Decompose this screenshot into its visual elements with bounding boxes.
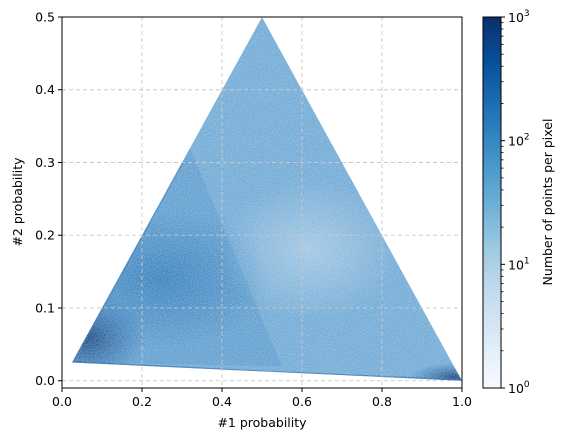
colorbar-frame [482, 16, 502, 389]
y-tick-label: 0.0 [35, 373, 55, 388]
colorbar-tick-label: 102 [508, 133, 530, 149]
y-tick-label: 0.2 [35, 228, 55, 243]
colorbar-tick-exponent: 0 [524, 380, 530, 390]
x-axis: 0.0 0.2 0.4 0.6 0.8 1.0 [52, 388, 472, 409]
y-tick-label: 0.1 [35, 300, 55, 315]
y-axis-title: #2 probability [10, 157, 25, 247]
colorbar-gradient [483, 17, 501, 388]
colorbar-title: Number of points per pixel [540, 119, 555, 286]
colorbar-tick-exponent: 1 [524, 256, 530, 266]
colorbar-tick-label: 101 [508, 256, 530, 272]
x-tick-label: 0.6 [292, 394, 312, 409]
x-tick-label: 0.4 [212, 394, 232, 409]
x-tick-label: 0.2 [132, 394, 152, 409]
y-tick-label: 0.4 [35, 82, 55, 97]
x-tick-label: 0.0 [52, 394, 72, 409]
x-axis-title: #1 probability [217, 415, 307, 430]
colorbar-tick-label: 103 [508, 9, 530, 25]
y-tick-label: 0.3 [35, 155, 55, 170]
y-tick-label: 0.5 [35, 10, 55, 25]
plot-frame [61, 16, 463, 389]
colorbar-tick-label: 100 [508, 380, 530, 396]
colorbar-tick-exponent: 3 [524, 9, 530, 19]
colorbar-tick-exponent: 2 [524, 133, 530, 143]
x-tick-label: 1.0 [452, 394, 472, 409]
y-axis: 0.0 0.1 0.2 0.3 0.4 0.5 [35, 10, 62, 388]
x-tick-label: 0.8 [372, 394, 392, 409]
